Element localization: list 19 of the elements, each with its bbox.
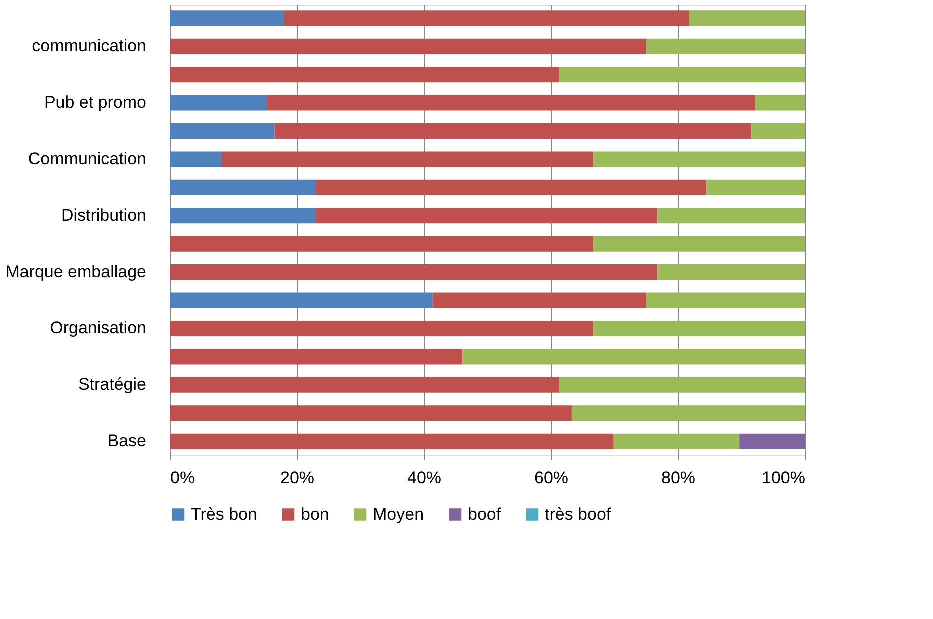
legend-label: Très bon [191,504,258,524]
y-tick-label: Stratégie [78,375,146,394]
x-tick-label: 40% [407,468,442,488]
legend-label: bon [301,504,330,524]
x-tick-label: 80% [661,468,696,488]
x-tick-label: 60% [534,468,569,488]
y-tick-label: Communication [28,149,146,168]
y-tick-label: Base [108,432,146,451]
x-tick-label: 0% [170,468,196,488]
y-tick-label: Organisation [50,318,146,338]
y-tick-label: Pub et promo [44,93,146,112]
legend-label: boof [468,504,502,524]
y-tick-label: communication [32,36,146,56]
x-tick-label: 100% [762,468,806,488]
y-tick-label: Distribution [61,206,146,225]
y-tick-label: Marque emballage [6,262,146,282]
legend-label: Moyen [373,504,424,524]
legend-label: très boof [545,504,612,524]
x-tick-label: 20% [280,468,315,488]
